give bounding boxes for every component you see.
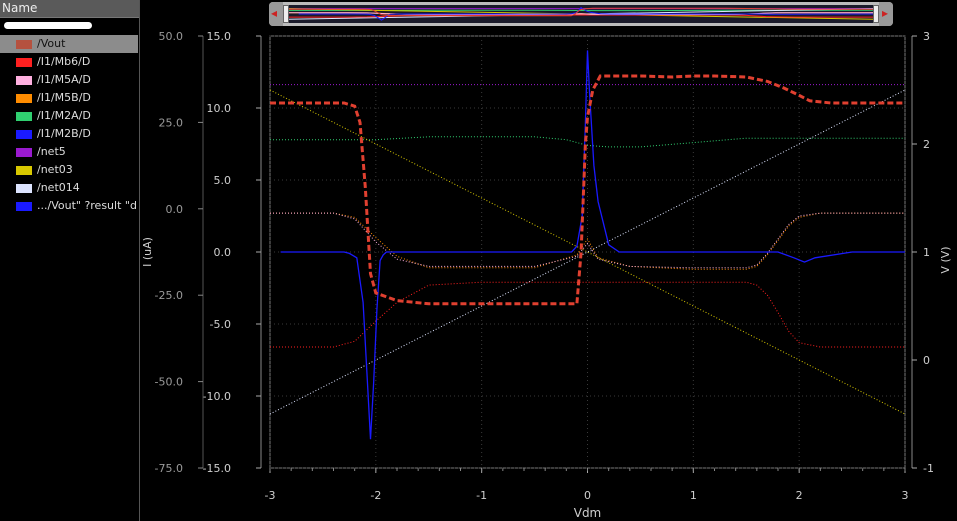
- x-tick-label: -2: [370, 489, 381, 502]
- legend-label: /I1/M5B/D: [37, 91, 91, 104]
- color-swatch-icon: [16, 76, 32, 85]
- name-column-header[interactable]: Name: [0, 0, 139, 18]
- color-swatch-icon: [16, 94, 32, 103]
- inner-left-tick-label: 0.0: [214, 246, 232, 259]
- x-tick-label: 3: [902, 489, 909, 502]
- legend-label: .../Vout" ?result "d: [37, 199, 137, 212]
- series-line-net014: [269, 89, 906, 415]
- x-axis-label: Vdm: [574, 506, 602, 520]
- legend-label: /Vout: [37, 37, 66, 50]
- signal-browser-panel: Name /Vout/I1/Mb6/D/I1/M5A/D/I1/M5B/D/I1…: [0, 0, 140, 521]
- inner-left-tick-label: 5.0: [214, 174, 232, 187]
- legend-label: /I1/Mb6/D: [37, 55, 91, 68]
- legend-label: /net03: [37, 163, 73, 176]
- scroll-right-button[interactable]: ▸: [879, 2, 893, 26]
- x-tick-label: 1: [690, 489, 697, 502]
- legend-item[interactable]: /net03: [0, 161, 140, 179]
- legend-item[interactable]: /net014: [0, 179, 140, 197]
- legend-item[interactable]: /I1/M2A/D: [0, 107, 140, 125]
- waveform-chart[interactable]: -3 -2 -1 0 1 2 3Vdm15.010.05.00.0-5.0-10.0-15.…: [141, 0, 957, 521]
- x-tick-label: 0: [584, 489, 591, 502]
- outer-left-tick-label: -50.0: [155, 376, 183, 389]
- color-swatch-icon: [16, 58, 32, 67]
- right-axis-label: V (V): [939, 246, 952, 273]
- series-line-i1-m5a-d: [270, 212, 905, 269]
- overview-track[interactable]: [288, 5, 874, 23]
- legend-item[interactable]: /I1/M5B/D: [0, 89, 140, 107]
- waveform-plot-area: ◂ ▸ -3 -2 -1 0 1 2 3 Vdm 15.0 10.0 5.0 0.0 -5.0 -10.0…: [141, 0, 957, 521]
- color-swatch-icon: [16, 130, 32, 139]
- series-line-i1-m5b-d: [270, 212, 905, 270]
- outer-left-tick-label: 50.0: [159, 30, 184, 43]
- inner-left-tick-label: 10.0: [207, 102, 232, 115]
- overview-left-handle[interactable]: [283, 5, 289, 23]
- color-swatch-icon: [16, 40, 32, 49]
- outer-left-tick-label: 0.0: [166, 203, 184, 216]
- x-tick-label: -3: [265, 489, 276, 502]
- legend-label: /I1/M5A/D: [37, 73, 91, 86]
- x-tick-label: -1: [476, 489, 487, 502]
- legend-label: /I1/M2A/D: [37, 109, 91, 122]
- outer-left-tick-label: -25.0: [155, 289, 183, 302]
- overview-series-line: [289, 7, 873, 17]
- x-tick-label: 2: [796, 489, 803, 502]
- right-tick-label: 2: [923, 138, 930, 151]
- inner-left-tick-label: 15.0: [207, 30, 232, 43]
- inner-left-axis-label: I (uA): [141, 237, 154, 267]
- legend-item[interactable]: /I1/M5A/D: [0, 71, 140, 89]
- legend-label: /I1/M2B/D: [37, 127, 91, 140]
- arrow-left-icon: ◂: [271, 6, 278, 20]
- color-swatch-icon: [16, 166, 32, 175]
- color-swatch-icon: [16, 148, 32, 157]
- signal-filter-input[interactable]: [4, 22, 92, 29]
- legend-item[interactable]: /I1/Mb6/D: [0, 53, 140, 71]
- color-swatch-icon: [16, 202, 32, 211]
- scroll-left-button[interactable]: ◂: [269, 2, 283, 26]
- outer-left-tick-label: -75.0: [155, 462, 183, 475]
- series-line-net03: [269, 89, 906, 415]
- series-line-i1-m2a-d: [270, 136, 905, 148]
- legend-item[interactable]: .../Vout" ?result "d: [0, 197, 140, 215]
- legend-label: /net014: [37, 181, 80, 194]
- color-swatch-icon: [16, 112, 32, 121]
- overview-scroll-bar[interactable]: ◂ ▸: [269, 2, 893, 26]
- right-tick-label: -1: [923, 462, 934, 475]
- right-tick-label: 1: [923, 246, 930, 259]
- right-tick-label: 3: [923, 30, 930, 43]
- inner-left-tick-label: -15.0: [203, 462, 231, 475]
- overview-thumbnail: [288, 6, 874, 21]
- legend-item[interactable]: /net5: [0, 143, 140, 161]
- legend-item[interactable]: /Vout: [0, 35, 138, 53]
- series-line-vout: [270, 74, 905, 306]
- legend-label: /net5: [37, 145, 66, 158]
- overview-right-handle[interactable]: [873, 5, 879, 23]
- signal-legend-list: /Vout/I1/Mb6/D/I1/M5A/D/I1/M5B/D/I1/M2A/…: [0, 35, 140, 215]
- inner-left-tick-label: -5.0: [210, 318, 231, 331]
- color-swatch-icon: [16, 184, 32, 193]
- outer-left-tick-label: 25.0: [159, 116, 184, 129]
- inner-left-tick-label: -10.0: [203, 390, 231, 403]
- right-tick-label: 0: [923, 354, 930, 367]
- series-line-i1-m2b-d: [280, 50, 905, 440]
- arrow-right-icon: ▸: [882, 6, 889, 20]
- legend-item[interactable]: /I1/M2B/D: [0, 125, 140, 143]
